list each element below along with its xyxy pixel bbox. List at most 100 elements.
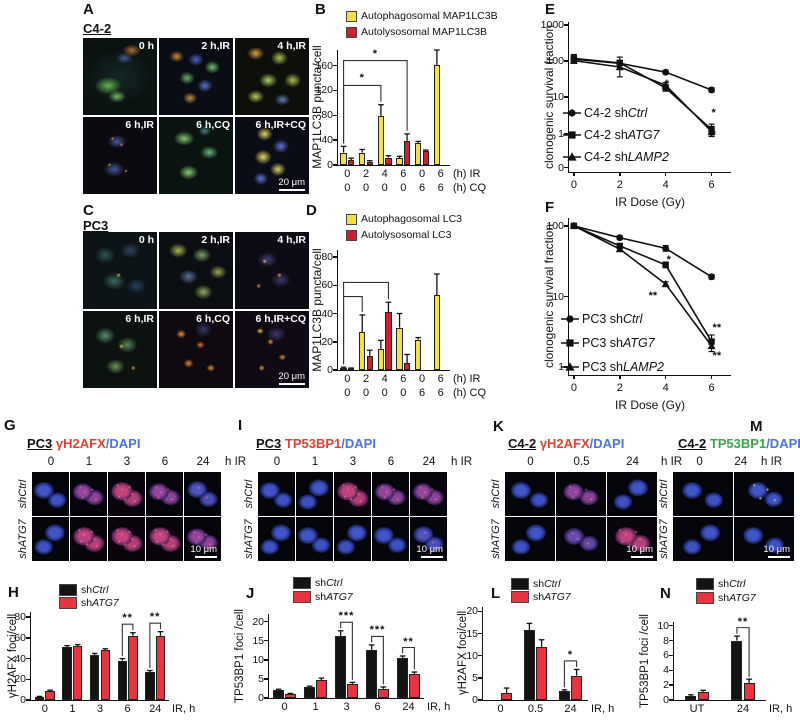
bar-j-g0-s0 <box>273 690 284 698</box>
bar-d-g5-s0 <box>433 295 441 370</box>
legend-item: PC3 sh LAMP2 <box>561 360 664 374</box>
bar-b-g0-s0 <box>340 152 347 165</box>
bar-b-g1-s1 <box>366 161 373 165</box>
panel-i-stain: /DAPI <box>341 436 376 451</box>
significance-star: *** <box>369 624 386 637</box>
x-tick-mark <box>664 375 667 379</box>
bar-b-g2-s0 <box>377 115 385 165</box>
y-tick-mark <box>333 139 338 141</box>
bar-b-g3-s1 <box>403 140 411 165</box>
micrograph-tile <box>673 472 733 516</box>
x-tick-label: 0 <box>418 373 426 385</box>
x-tick-label: 2 <box>362 168 370 180</box>
y-tick-label: 0 <box>258 692 264 704</box>
y-tick-label: 80 <box>321 109 333 122</box>
panel-k-stain: /DAPI <box>589 436 625 451</box>
micrograph-tile <box>184 472 221 516</box>
bar-j-g3-s1 <box>378 688 389 698</box>
panel-g-cell-line: PC3 <box>27 436 53 451</box>
micrograph-tile: 10 μm <box>184 517 221 561</box>
y-tick-label: 40 <box>321 307 333 320</box>
micrograph-timepoint-label: 0 h <box>138 234 154 246</box>
y-tick-label: 6 <box>663 649 669 662</box>
legend-item: sh ATG7 <box>511 591 571 603</box>
y-tick-label: 60 <box>14 631 26 644</box>
bar-d-g2-s1 <box>385 312 392 370</box>
legend-item: sh Ctrl <box>511 578 560 590</box>
micrograph-tile <box>734 472 794 516</box>
micrograph-timepoint-label: 0 h <box>138 40 154 52</box>
bar-d-g3-s0 <box>396 327 403 370</box>
legend-label: Autolysosomal LC3 <box>361 229 452 241</box>
x-axis-title: IR Dose (Gy) <box>614 398 685 412</box>
y-tick-mark <box>26 637 31 639</box>
significance-star: ** <box>403 635 414 648</box>
legend-label: sh <box>658 496 670 509</box>
micrograph-tile <box>258 472 295 516</box>
x-tick-label: 6 <box>437 373 444 385</box>
bar-b-g1-s0 <box>359 152 366 165</box>
significance-star: *** <box>338 610 355 623</box>
panel-k-micrographs: 0 0.5 24 h IR shCtrl shATG7 10 μm <box>490 456 682 561</box>
micrograph-tile <box>372 472 409 516</box>
y-tick-label: 0 <box>20 694 26 706</box>
legend-label: sh <box>17 496 29 509</box>
y-tick-mark <box>669 639 674 642</box>
bar-j-g2-s0 <box>335 636 346 698</box>
legend-item: PC3 sh Ctrl <box>561 312 642 326</box>
y-tick-mark <box>333 369 338 371</box>
y-tick-mark <box>333 341 338 343</box>
row-label-ctrl: shCtrl <box>490 480 502 509</box>
panel-letter-f: F <box>545 199 555 216</box>
column-header-timepoint: 1 <box>85 456 93 468</box>
column-header-timepoint: 0 <box>527 456 534 468</box>
y-tick-label: 1 <box>533 361 564 373</box>
scale-bar-line <box>631 555 653 558</box>
y-tick-label: 0 <box>663 694 669 706</box>
scale-bar: 10 μm <box>416 544 443 558</box>
panel-g-marker: γH2AFX <box>55 436 106 451</box>
significance-star: * <box>372 47 378 60</box>
significance-star: * <box>664 78 669 91</box>
y-tick-label: 10 <box>552 91 564 103</box>
column-unit-label: h IR <box>451 456 473 468</box>
legend-label-italic: Ctrl <box>490 479 502 497</box>
column-header-timepoint: 6 <box>387 456 395 468</box>
column-header-timepoint: 24 <box>422 456 436 468</box>
micrograph-tile: 2 h,IR <box>159 38 233 115</box>
micrograph-tile <box>296 517 333 561</box>
y-tick-mark <box>478 677 483 679</box>
x-tick-label: 0 <box>344 373 351 385</box>
micrograph-tile: 6 h,IR <box>83 117 157 194</box>
row-label-ctrl: shCtrl <box>243 480 255 509</box>
y-tick-mark <box>564 24 569 26</box>
y-tick-label: 100 <box>546 55 564 67</box>
micrograph-tile: 4 h,IR <box>235 38 309 115</box>
legend-label-italic: ATG7 <box>658 519 670 548</box>
scale-bar-label: 10 μm <box>190 543 217 555</box>
legend-marker <box>563 152 581 161</box>
x-tick-label: 0 <box>400 182 407 194</box>
y-tick-mark <box>564 295 569 298</box>
row-label-atg7: shATG7 <box>17 519 29 559</box>
legend-marker <box>561 315 579 323</box>
x-tick-mark <box>573 375 575 379</box>
scale-bar-label: 20 μm <box>278 370 305 382</box>
x-tick-mark <box>710 172 713 176</box>
micrograph-tile <box>146 517 183 561</box>
y-tick-label: 80 <box>321 251 333 264</box>
x-tick-label: 24 <box>402 701 415 713</box>
y-tick-label: 10 <box>252 653 264 666</box>
legend-item: sh ATG7 <box>293 591 353 603</box>
significance-star: ** <box>737 615 749 628</box>
row-label-atg7: shATG7 <box>243 519 255 559</box>
micrograph-tile: 0 h <box>83 232 157 309</box>
y-tick-mark <box>26 657 31 660</box>
y-tick-mark <box>333 114 338 117</box>
panel-letter-a: A <box>83 1 94 18</box>
bar-h-g0-s1 <box>45 690 55 700</box>
micrograph-timepoint-label: 6 h,CQ <box>196 313 230 325</box>
micrograph-tile: 2 h,IR <box>159 232 233 309</box>
bar-j-g2-s1 <box>347 684 358 698</box>
